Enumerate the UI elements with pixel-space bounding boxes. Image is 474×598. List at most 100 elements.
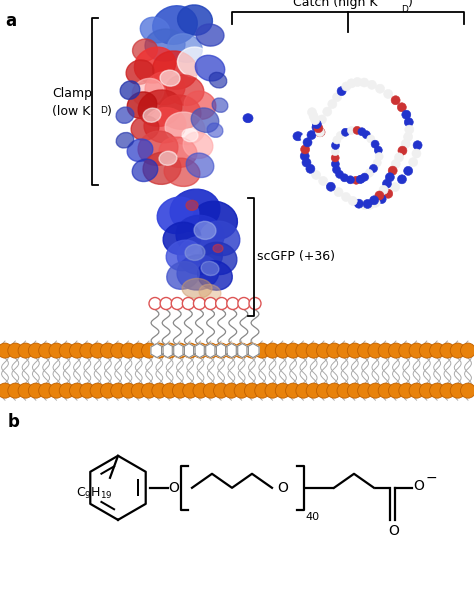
Ellipse shape — [116, 107, 134, 123]
Circle shape — [142, 383, 156, 398]
Circle shape — [8, 383, 23, 398]
Ellipse shape — [192, 201, 237, 240]
Circle shape — [450, 383, 465, 398]
Ellipse shape — [182, 129, 198, 142]
Circle shape — [306, 343, 321, 358]
Ellipse shape — [358, 128, 366, 136]
Ellipse shape — [326, 182, 335, 191]
Circle shape — [296, 383, 311, 398]
Ellipse shape — [212, 98, 228, 112]
Text: ): ) — [107, 105, 112, 118]
Ellipse shape — [178, 47, 212, 77]
Ellipse shape — [126, 60, 154, 84]
Ellipse shape — [331, 154, 339, 162]
Circle shape — [347, 343, 362, 358]
Text: O: O — [388, 524, 399, 538]
Ellipse shape — [133, 39, 157, 61]
Ellipse shape — [311, 170, 320, 179]
Circle shape — [216, 297, 228, 310]
Text: O: O — [168, 481, 179, 495]
Ellipse shape — [227, 111, 237, 120]
Circle shape — [429, 383, 445, 398]
Circle shape — [265, 383, 280, 398]
Ellipse shape — [366, 169, 374, 176]
Ellipse shape — [357, 175, 365, 183]
Text: (low K: (low K — [52, 105, 91, 118]
Ellipse shape — [331, 160, 339, 168]
Circle shape — [450, 343, 465, 358]
Circle shape — [80, 343, 95, 358]
Polygon shape — [236, 344, 248, 358]
Circle shape — [327, 343, 342, 358]
Ellipse shape — [207, 123, 223, 138]
Ellipse shape — [301, 134, 311, 143]
Ellipse shape — [363, 199, 372, 209]
Ellipse shape — [153, 6, 197, 44]
Ellipse shape — [194, 221, 216, 239]
Circle shape — [378, 383, 393, 398]
Ellipse shape — [144, 108, 186, 143]
Polygon shape — [226, 344, 238, 358]
Ellipse shape — [198, 261, 232, 290]
Ellipse shape — [391, 160, 400, 169]
Ellipse shape — [336, 170, 344, 178]
Ellipse shape — [391, 96, 400, 105]
Polygon shape — [162, 344, 174, 358]
Ellipse shape — [201, 261, 219, 276]
Ellipse shape — [132, 78, 164, 106]
Circle shape — [389, 383, 403, 398]
Circle shape — [224, 343, 239, 358]
Circle shape — [121, 383, 136, 398]
Circle shape — [286, 383, 301, 398]
Circle shape — [39, 383, 54, 398]
Ellipse shape — [183, 132, 213, 158]
Ellipse shape — [143, 108, 161, 122]
Ellipse shape — [120, 81, 140, 99]
Ellipse shape — [401, 139, 410, 148]
Circle shape — [173, 383, 187, 398]
Ellipse shape — [394, 153, 403, 162]
Ellipse shape — [356, 175, 364, 184]
Circle shape — [227, 297, 239, 310]
Ellipse shape — [384, 189, 393, 199]
Circle shape — [214, 343, 228, 358]
Circle shape — [90, 343, 105, 358]
Ellipse shape — [377, 194, 386, 203]
Circle shape — [152, 383, 167, 398]
Polygon shape — [183, 344, 195, 358]
Ellipse shape — [365, 200, 374, 209]
Ellipse shape — [371, 199, 380, 208]
Polygon shape — [215, 344, 227, 358]
Ellipse shape — [191, 108, 219, 133]
Ellipse shape — [375, 152, 383, 160]
Ellipse shape — [309, 112, 318, 121]
Ellipse shape — [199, 242, 237, 274]
Text: Clamp: Clamp — [52, 87, 92, 100]
Circle shape — [162, 343, 177, 358]
Ellipse shape — [315, 128, 325, 137]
Polygon shape — [172, 344, 184, 358]
Circle shape — [203, 383, 219, 398]
Circle shape — [234, 383, 249, 398]
Ellipse shape — [388, 166, 397, 175]
Ellipse shape — [293, 132, 303, 141]
Circle shape — [368, 343, 383, 358]
Ellipse shape — [334, 188, 343, 197]
Ellipse shape — [370, 164, 377, 172]
Circle shape — [461, 343, 474, 358]
Circle shape — [193, 383, 208, 398]
Text: D: D — [401, 5, 408, 14]
Ellipse shape — [413, 141, 422, 150]
Circle shape — [357, 343, 373, 358]
Ellipse shape — [138, 131, 178, 166]
Ellipse shape — [170, 189, 220, 231]
Ellipse shape — [157, 197, 199, 234]
Ellipse shape — [367, 80, 376, 89]
Circle shape — [317, 343, 331, 358]
Circle shape — [110, 343, 126, 358]
Ellipse shape — [176, 215, 224, 255]
Circle shape — [28, 383, 43, 398]
Ellipse shape — [367, 135, 375, 143]
Circle shape — [238, 297, 250, 310]
Ellipse shape — [391, 182, 400, 191]
